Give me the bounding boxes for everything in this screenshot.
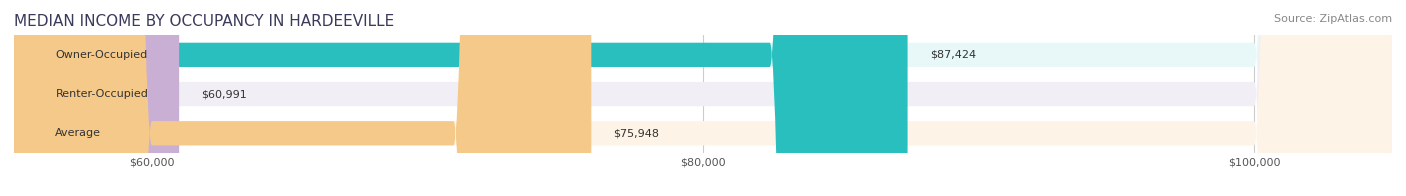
Text: $87,424: $87,424 <box>929 50 976 60</box>
FancyBboxPatch shape <box>14 0 592 196</box>
Text: $60,991: $60,991 <box>201 89 247 99</box>
Text: Source: ZipAtlas.com: Source: ZipAtlas.com <box>1274 14 1392 24</box>
Text: Owner-Occupied: Owner-Occupied <box>55 50 148 60</box>
Text: MEDIAN INCOME BY OCCUPANCY IN HARDEEVILLE: MEDIAN INCOME BY OCCUPANCY IN HARDEEVILL… <box>14 14 394 29</box>
Text: Average: Average <box>55 128 101 138</box>
Text: $75,948: $75,948 <box>613 128 659 138</box>
FancyBboxPatch shape <box>14 0 179 196</box>
FancyBboxPatch shape <box>14 0 1392 196</box>
FancyBboxPatch shape <box>14 0 908 196</box>
FancyBboxPatch shape <box>14 0 1392 196</box>
FancyBboxPatch shape <box>14 0 1392 196</box>
Text: Renter-Occupied: Renter-Occupied <box>55 89 148 99</box>
